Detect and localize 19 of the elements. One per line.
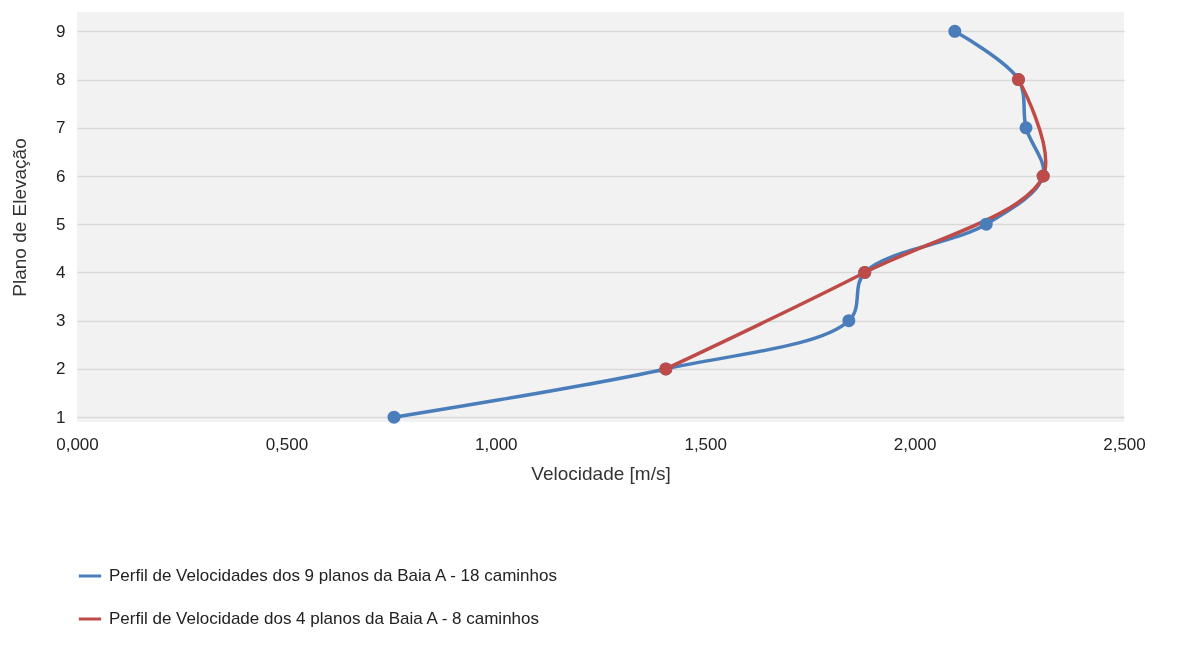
x-tick-label: 0,000 — [56, 434, 99, 454]
x-tick-label: 1,000 — [475, 434, 518, 454]
x-tick-label: 2,500 — [1103, 434, 1146, 454]
y-tick-label: 5 — [56, 214, 66, 234]
x-axis-title: Velocidade [m/s] — [531, 462, 671, 484]
x-tick-label: 2,000 — [893, 434, 937, 454]
y-tick-label: 8 — [56, 70, 66, 90]
x-tick-label: 1,500 — [684, 434, 727, 454]
y-axis-title: Plano de Elevação — [9, 138, 31, 297]
y-tick-label: 1 — [56, 407, 66, 427]
y-tick-label: 4 — [56, 262, 66, 282]
y-tick-label: 7 — [56, 118, 66, 138]
legend-label: Perfil de Velocidades dos 9 planos da Baia A - 18 caminhos — [109, 566, 557, 585]
y-tick-label: 3 — [56, 311, 66, 331]
y-tick-label: 6 — [56, 166, 66, 186]
legend-label: Perfil de Velocidade dos 4 planos da Baia A - 8 caminhos — [109, 609, 540, 628]
x-tick-label: 0,500 — [265, 434, 309, 454]
y-tick-label: 9 — [56, 21, 66, 41]
y-tick-label: 2 — [56, 359, 66, 379]
